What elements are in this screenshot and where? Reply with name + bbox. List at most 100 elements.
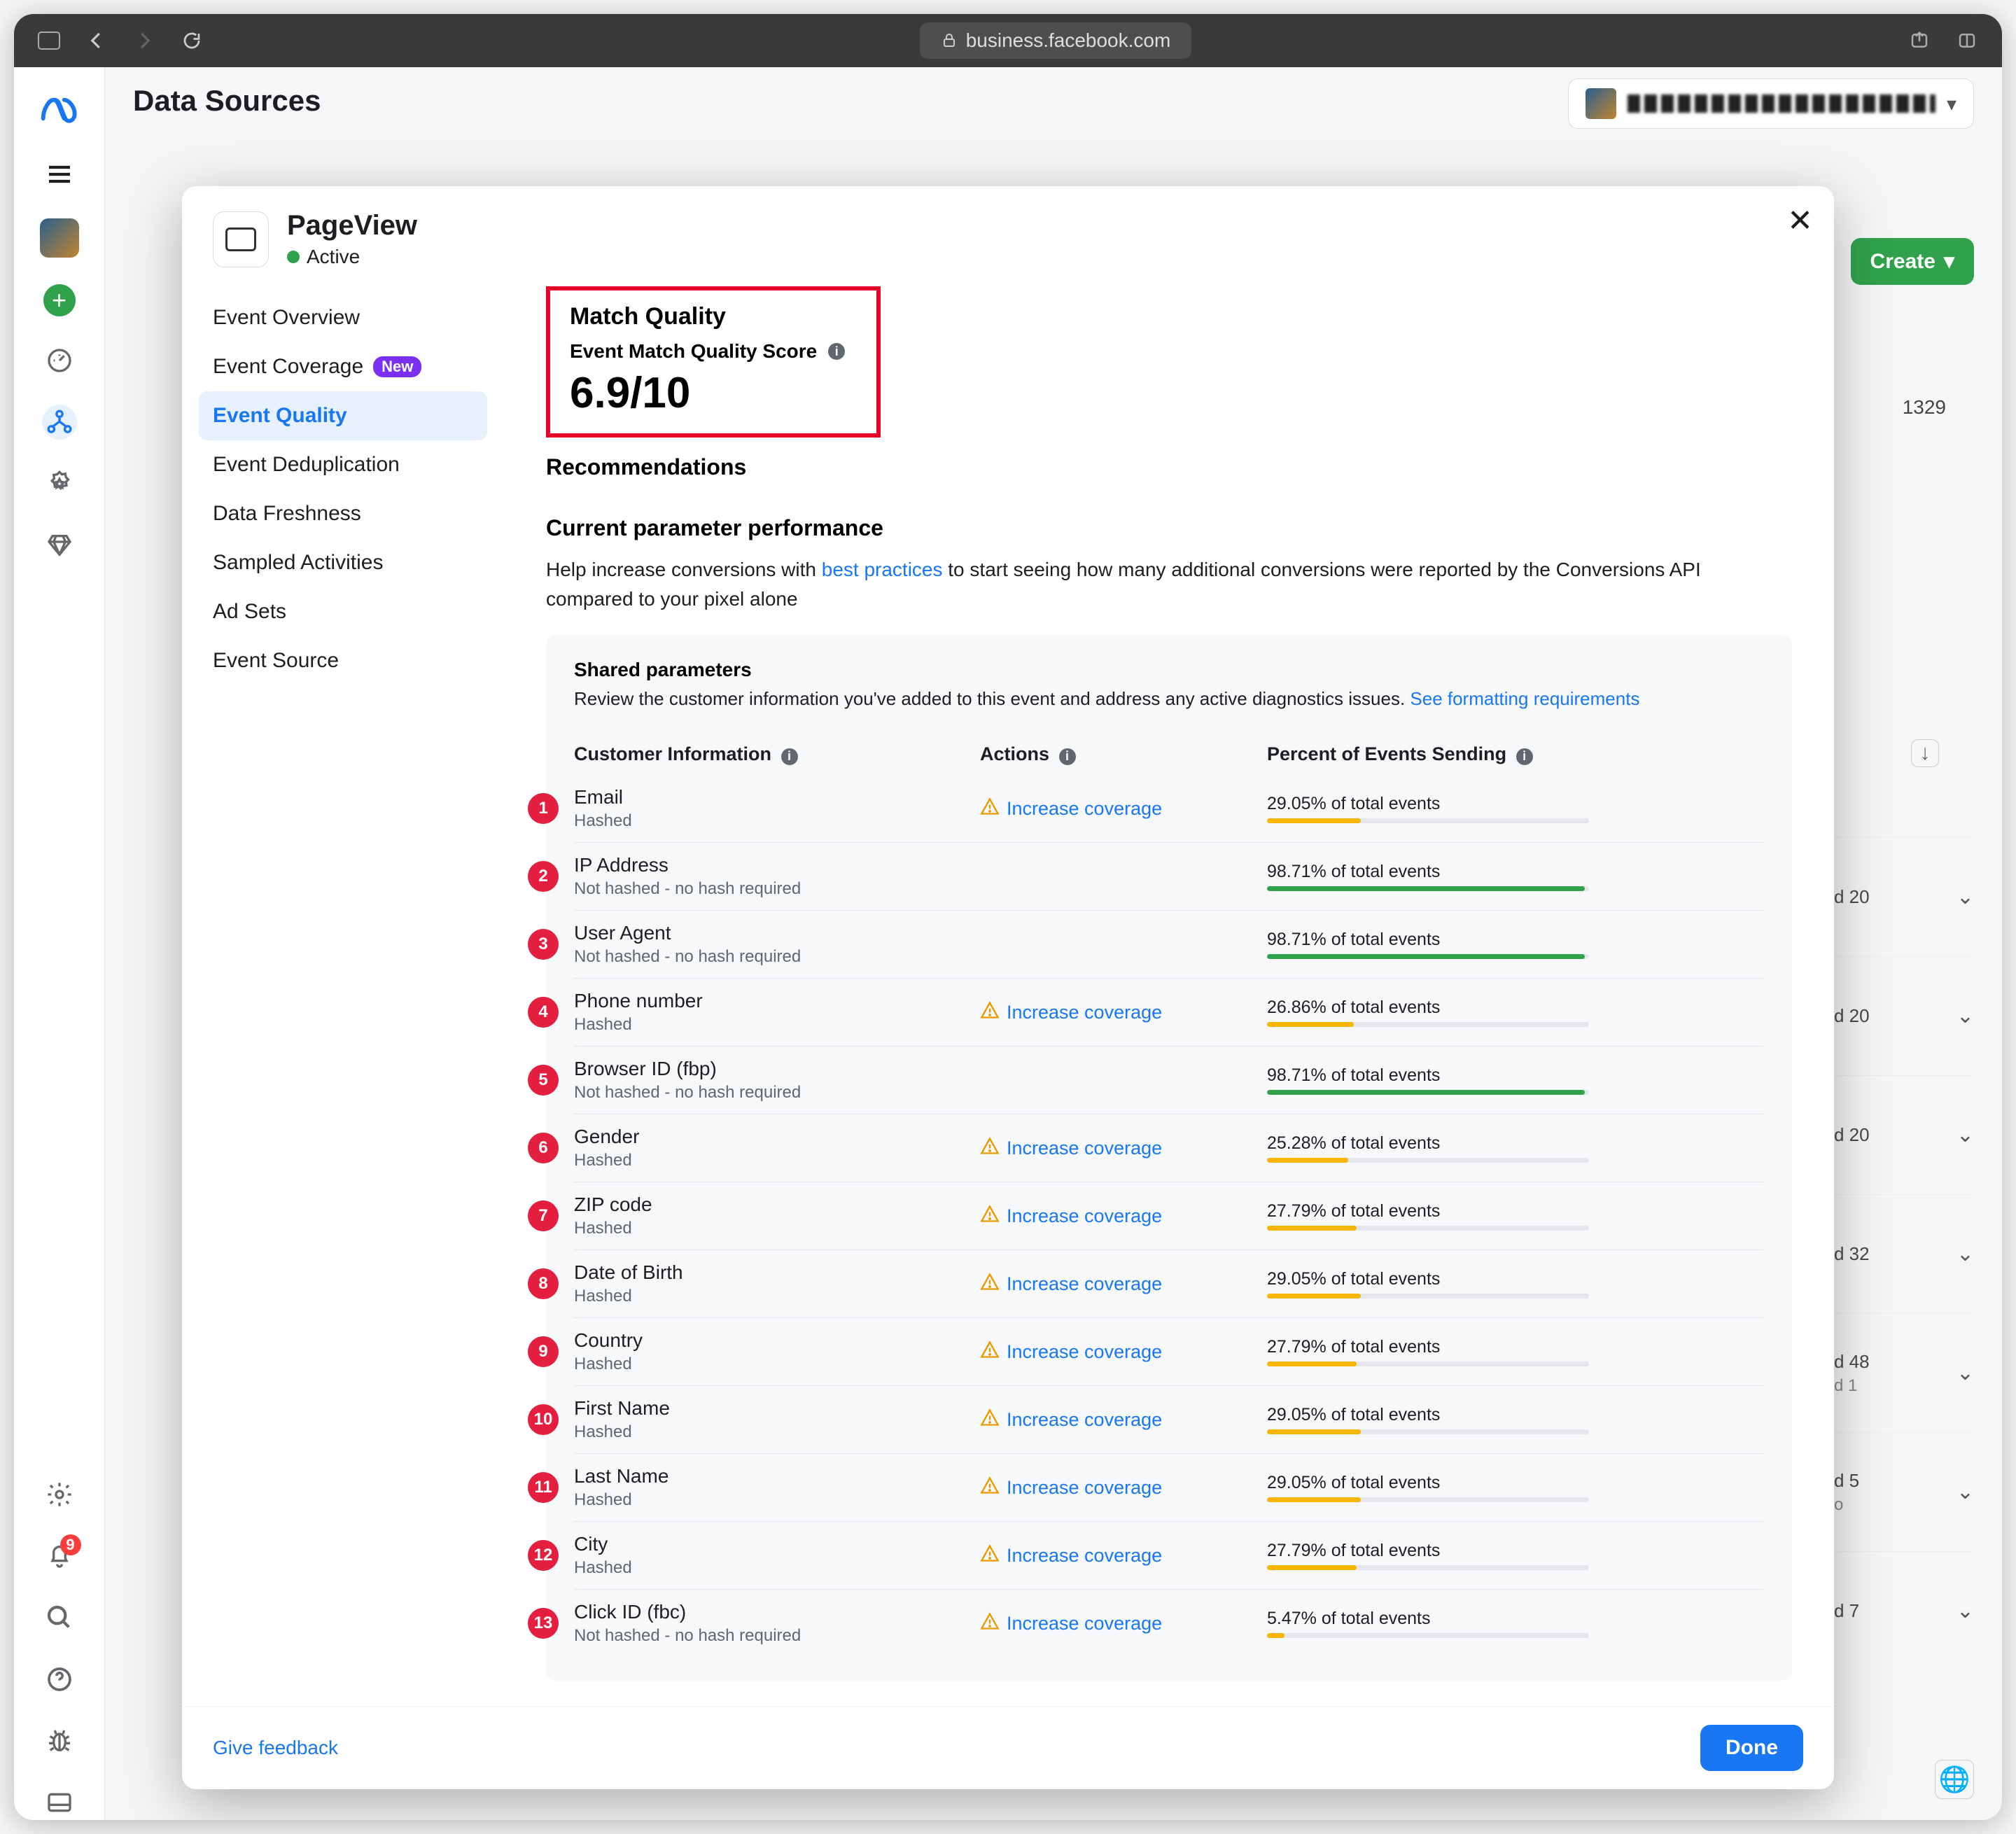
info-icon[interactable]: i — [1059, 748, 1076, 765]
table-row: 9CountryHashedIncrease coverage27.79% of… — [574, 1318, 1764, 1386]
done-button[interactable]: Done — [1700, 1725, 1803, 1771]
pct-bar — [1267, 1565, 1589, 1570]
nav-item-event-overview[interactable]: Event Overview — [199, 293, 487, 342]
diamond-icon[interactable] — [42, 528, 77, 563]
gauge-icon[interactable] — [42, 343, 77, 378]
bug-icon[interactable] — [42, 1723, 77, 1758]
new-badge: New — [373, 356, 421, 377]
param-name: Country — [574, 1329, 980, 1352]
chevron-down-icon: ▾ — [1947, 92, 1956, 115]
table-row: 6GenderHashedIncrease coverage25.28% of … — [574, 1114, 1764, 1182]
nav-item-data-freshness[interactable]: Data Freshness — [199, 489, 487, 538]
sidebar-toggle-icon[interactable] — [35, 27, 63, 55]
give-feedback-link[interactable]: Give feedback — [213, 1737, 338, 1759]
reload-icon[interactable] — [178, 27, 206, 55]
gear-icon[interactable] — [42, 1477, 77, 1512]
param-name: Last Name — [574, 1465, 980, 1488]
back-icon[interactable] — [83, 27, 111, 55]
browser-window: business.facebook.com + Data Sources — [14, 14, 2002, 1820]
increase-coverage-link[interactable]: Increase coverage — [980, 1408, 1267, 1432]
increase-coverage-link[interactable]: Increase coverage — [980, 797, 1267, 821]
pct-label: 98.71% of total events — [1267, 1065, 1764, 1086]
hamburger-icon[interactable] — [42, 157, 77, 192]
increase-coverage-link[interactable]: Increase coverage — [980, 1544, 1267, 1568]
bg-event-row[interactable]: d 48d 1⌄ — [1834, 1313, 1974, 1432]
bg-event-row[interactable]: d 20⌄ — [1834, 1075, 1974, 1194]
tabs-icon[interactable] — [1953, 27, 1981, 55]
pct-label: 98.71% of total events — [1267, 862, 1764, 882]
download-icon[interactable]: ↓ — [1911, 739, 1939, 767]
modal-header: PageView Active — [182, 186, 1834, 281]
mq-sub: Event Match Quality Scorei — [570, 340, 857, 363]
account-selector[interactable]: ▾ — [1568, 78, 1974, 129]
create-button[interactable]: Create▾ — [1851, 238, 1974, 285]
nav-item-event-coverage[interactable]: Event CoverageNew — [199, 342, 487, 391]
rank-badge: 1 — [528, 793, 559, 824]
param-sub: Hashed — [574, 1558, 980, 1578]
info-icon[interactable]: i — [1516, 748, 1533, 765]
pct-label: 29.05% of total events — [1267, 1405, 1764, 1425]
increase-coverage-link[interactable]: Increase coverage — [980, 1204, 1267, 1228]
increase-coverage-link[interactable]: Increase coverage — [980, 1000, 1267, 1025]
nav-item-ad-sets[interactable]: Ad Sets — [199, 587, 487, 636]
param-sub: Not hashed - no hash required — [574, 947, 980, 967]
increase-coverage-link[interactable]: Increase coverage — [980, 1611, 1267, 1636]
pct-label: 29.05% of total events — [1267, 1473, 1764, 1493]
star-badge-icon[interactable] — [42, 466, 77, 501]
param-sub: Not hashed - no hash required — [574, 1083, 980, 1102]
modal-side-nav: Event OverviewEvent CoverageNewEvent Qua… — [182, 281, 504, 1706]
bg-event-row[interactable]: d 32⌄ — [1834, 1194, 1974, 1313]
help-icon[interactable] — [42, 1662, 77, 1697]
increase-coverage-link[interactable]: Increase coverage — [980, 1272, 1267, 1296]
rank-badge: 9 — [528, 1336, 559, 1367]
search-icon[interactable] — [42, 1600, 77, 1635]
bg-event-row[interactable]: d 20⌄ — [1834, 837, 1974, 956]
param-name: City — [574, 1533, 980, 1555]
account-thumb[interactable] — [40, 218, 79, 258]
close-icon[interactable]: ✕ — [1787, 203, 1813, 239]
add-button[interactable]: + — [43, 284, 76, 316]
chevron-down-icon: ⌄ — [1956, 1597, 1974, 1626]
warning-icon — [980, 1408, 1000, 1432]
globe-icon[interactable]: 🌐 — [1935, 1760, 1974, 1799]
table-row: 8Date of BirthHashedIncrease coverage29.… — [574, 1250, 1764, 1318]
best-practices-link[interactable]: best practices — [822, 559, 943, 580]
nav-item-event-quality[interactable]: Event Quality — [199, 391, 487, 440]
pct-bar — [1267, 886, 1589, 891]
param-name: Click ID (fbc) — [574, 1601, 980, 1623]
increase-coverage-link[interactable]: Increase coverage — [980, 1476, 1267, 1500]
chevron-down-icon: ⌄ — [1956, 1121, 1974, 1150]
chevron-down-icon: ⌄ — [1956, 1478, 1974, 1507]
info-icon[interactable]: i — [781, 748, 798, 765]
table-header: Customer Information i Actions i Percent… — [574, 734, 1764, 775]
panel-icon[interactable] — [42, 1785, 77, 1820]
param-name: Gender — [574, 1126, 980, 1148]
perf-paragraph: Help increase conversions with best prac… — [546, 555, 1792, 614]
rank-badge: 5 — [528, 1065, 559, 1096]
bg-event-row[interactable]: d 5o⌄ — [1834, 1432, 1974, 1551]
meta-logo-icon — [38, 88, 80, 130]
connections-icon[interactable] — [42, 405, 77, 440]
url-bar[interactable]: business.facebook.com — [920, 22, 1192, 59]
formatting-link[interactable]: See formatting requirements — [1410, 688, 1639, 709]
param-sub: Hashed — [574, 811, 980, 831]
share-icon[interactable] — [1905, 27, 1933, 55]
pct-bar — [1267, 1294, 1589, 1298]
nav-item-sampled-activities[interactable]: Sampled Activities — [199, 538, 487, 587]
pct-bar — [1267, 1158, 1589, 1163]
rank-badge: 4 — [528, 997, 559, 1028]
param-name: Date of Birth — [574, 1261, 980, 1284]
warning-icon — [980, 1544, 1000, 1568]
increase-coverage-link[interactable]: Increase coverage — [980, 1340, 1267, 1364]
info-icon[interactable]: i — [828, 343, 845, 360]
increase-coverage-link[interactable]: Increase coverage — [980, 1136, 1267, 1161]
nav-item-event-deduplication[interactable]: Event Deduplication — [199, 440, 487, 489]
bg-event-row[interactable]: d 7⌄ — [1834, 1551, 1974, 1670]
bell-icon[interactable] — [42, 1539, 77, 1574]
nav-item-event-source[interactable]: Event Source — [199, 636, 487, 685]
param-sub: Hashed — [574, 1490, 980, 1510]
bg-event-row[interactable]: d 20⌄ — [1834, 956, 1974, 1075]
event-status: Active — [287, 246, 417, 268]
pct-label: 27.79% of total events — [1267, 1541, 1764, 1561]
pct-bar — [1267, 1633, 1589, 1638]
